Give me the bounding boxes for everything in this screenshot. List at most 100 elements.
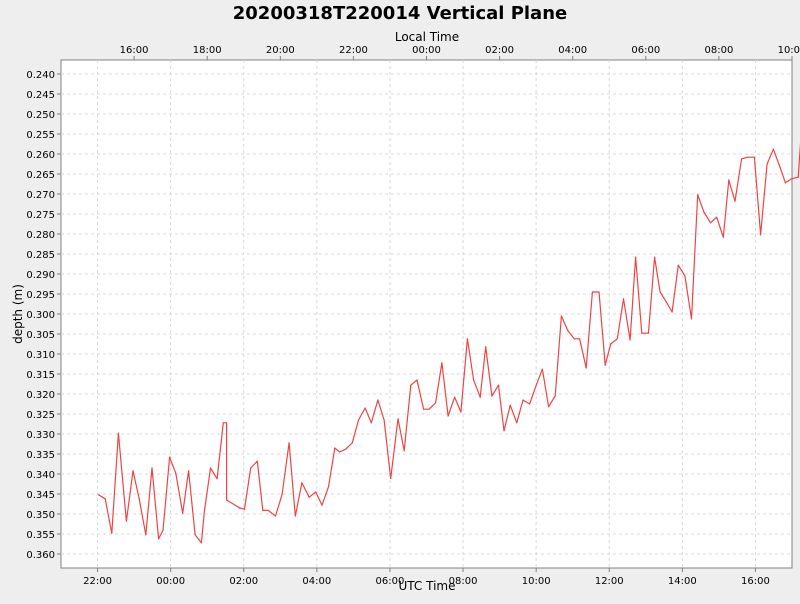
data-point [288,442,290,444]
top-tick-label: 04:00 [558,45,587,56]
data-point [509,404,511,406]
data-point [250,467,252,469]
series-layer [98,142,800,544]
grid-layer [61,60,792,568]
data-point [267,509,269,511]
data-point [209,467,212,469]
data-point [351,442,353,444]
data-point [243,508,246,510]
data-point [560,315,562,317]
x-tick-label: 00:00 [156,576,185,587]
y-tick-label: 0.350 [26,510,55,521]
y-tick-label: 0.320 [26,390,55,401]
data-point [111,532,113,534]
data-point [410,384,412,386]
data-point [428,408,430,410]
top-tick-label: 20:00 [266,45,295,56]
y-tick-label: 0.250 [26,110,55,121]
data-point [447,415,449,417]
data-point [722,236,724,238]
x-tick-label: 14:00 [668,576,697,587]
top-axis-label: Local Time [395,30,459,44]
data-point [791,178,793,180]
data-point [239,507,241,509]
data-point [345,448,347,450]
x-axis-label: UTC Time [399,579,456,593]
data-point [579,338,581,340]
top-tick-label: 06:00 [631,45,660,56]
data-point [168,456,171,458]
data-point [522,399,524,401]
data-point [535,384,537,386]
y-tick-label: 0.275 [26,210,55,221]
data-point [370,422,372,424]
data-point [684,275,686,277]
data-point [709,222,712,224]
x-tick-label: 08:00 [449,576,478,587]
data-point [747,156,749,158]
data-point [759,234,762,236]
data-point [690,318,693,320]
data-point [585,367,587,369]
data-point [634,256,637,258]
data-point [364,407,366,409]
data-point [262,509,264,511]
y-tick-label: 0.295 [26,290,55,301]
data-point [117,432,119,434]
data-point [528,403,531,405]
x-tick-label: 02:00 [229,576,258,587]
data-point [797,176,799,178]
data-point [485,346,487,348]
data-point [422,408,425,410]
y-tick-label: 0.300 [26,310,55,321]
data-point [334,447,336,449]
data-point [460,411,462,413]
data-point [327,486,330,488]
data-point [377,399,379,401]
data-point [728,179,730,181]
data-point [151,467,153,469]
y-axis-label: depth (m) [11,284,25,344]
data-point [653,256,656,258]
data-point [547,406,550,408]
data-point [203,511,205,513]
data-point [321,504,323,506]
data-point [338,451,341,453]
top-tick-label: 16:00 [120,45,149,56]
data-point [175,472,177,474]
data-point [138,498,140,500]
data-point [216,478,218,480]
data-point [200,542,202,544]
data-point [308,496,310,498]
data-point [610,343,612,345]
data-point [573,338,575,340]
data-point [479,396,481,398]
data-point [766,163,768,165]
top-tick-label: 22:00 [339,45,368,56]
data-point [616,338,618,340]
y-tick-label: 0.280 [26,230,55,241]
data-point [622,298,625,300]
x-tick-label: 06:00 [376,576,405,587]
y-tick-label: 0.360 [26,550,55,561]
data-point [659,291,661,293]
axis-layer: 0.240 0.245 0.250 0.255 0.260 0.265 0.270 0.275… [26,45,800,587]
top-tick-label: 02:00 [485,45,514,56]
data-point [697,194,699,196]
data-point [194,534,196,536]
data-point [98,494,100,496]
y-tick-label: 0.270 [26,190,55,201]
x-tick-label: 12:00 [595,576,624,587]
data-point [734,200,736,202]
data-point [779,166,781,168]
data-point [225,499,228,501]
data-point [753,156,755,158]
y-tick-label: 0.285 [26,250,55,261]
data-point [591,291,594,293]
data-point [357,419,360,421]
top-tick-label: 00:00 [412,45,441,56]
data-point [274,515,277,517]
data-point [125,520,128,522]
